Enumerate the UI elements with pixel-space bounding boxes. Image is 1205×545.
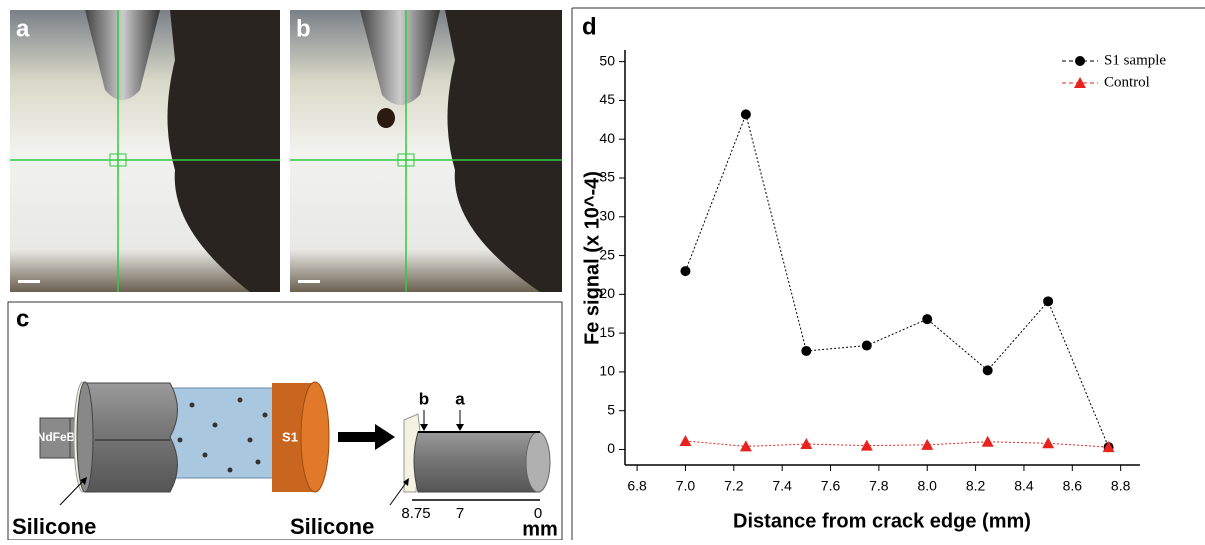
photo-a: a <box>10 10 280 292</box>
scale-label: 8.75 <box>401 505 430 522</box>
data-point <box>981 435 994 447</box>
data-point <box>740 109 751 120</box>
data-point <box>800 438 813 450</box>
y-tick-label: 50 <box>599 52 615 68</box>
y-tick-label: 40 <box>599 130 615 146</box>
y-axis-title: Fe signal (x 10^-4) <box>581 171 603 345</box>
scale-label: 7 <box>456 505 464 522</box>
material-label: Silicone <box>290 514 374 539</box>
x-tick-label: 7.2 <box>724 478 744 494</box>
data-point <box>860 439 873 451</box>
point-label: a <box>455 389 465 408</box>
y-tick-label: 20 <box>599 285 615 301</box>
panel-label: c <box>16 305 29 332</box>
series-line <box>685 440 1109 448</box>
x-tick-label: 8.8 <box>1111 478 1131 494</box>
data-point <box>680 266 691 277</box>
x-tick-label: 7.4 <box>772 478 792 494</box>
data-point <box>1102 441 1115 453</box>
panel-label: a <box>16 15 30 42</box>
sample-label: S1 <box>282 429 298 444</box>
data-point <box>1042 437 1055 449</box>
unit-label: mm <box>522 518 558 540</box>
legend-label: Control <box>1104 74 1150 90</box>
material-label: Silicone <box>12 514 96 539</box>
legend-marker <box>1074 77 1086 88</box>
legend-label: S1 sample <box>1104 52 1166 68</box>
y-tick-label: 0 <box>607 440 615 456</box>
y-tick-label: 10 <box>599 363 615 379</box>
x-tick-label: 6.8 <box>627 478 647 494</box>
x-tick-label: 8.2 <box>966 478 986 494</box>
data-point <box>921 438 934 450</box>
chart-d: d Distance from crack edge (mm) Fe signa… <box>571 7 1205 540</box>
data-point <box>982 365 993 376</box>
point-label: b <box>419 389 429 408</box>
x-axis-title: Distance from crack edge (mm) <box>733 510 1031 532</box>
y-tick-label: 30 <box>599 207 615 223</box>
panel-label: b <box>296 15 311 42</box>
scale-label: 0 <box>534 505 542 522</box>
y-tick-label: 35 <box>599 169 615 185</box>
x-tick-label: 7.0 <box>676 478 696 494</box>
y-tick-label: 25 <box>599 246 615 262</box>
data-point <box>739 440 752 452</box>
data-point <box>861 340 872 351</box>
x-tick-label: 8.6 <box>1063 478 1083 494</box>
y-tick-label: 45 <box>599 91 615 107</box>
data-point <box>922 314 933 325</box>
data-point <box>801 345 812 356</box>
y-tick-label: 15 <box>599 324 615 340</box>
panel-label: d <box>582 13 597 40</box>
magnet-label: NdFeB <box>37 430 76 444</box>
photo-b: b <box>290 10 562 292</box>
x-tick-label: 7.6 <box>821 478 841 494</box>
x-tick-label: 8.0 <box>917 478 937 494</box>
legend-marker <box>1075 56 1085 66</box>
y-tick-label: 5 <box>607 401 615 417</box>
data-point <box>1043 296 1054 307</box>
diagram-c: c NdFeB S1 b a 8.75 7 0 mm Silicone <box>7 301 563 541</box>
x-tick-label: 8.4 <box>1014 478 1034 494</box>
x-tick-label: 7.8 <box>869 478 889 494</box>
data-point <box>679 434 692 446</box>
series-line <box>684 112 1110 448</box>
